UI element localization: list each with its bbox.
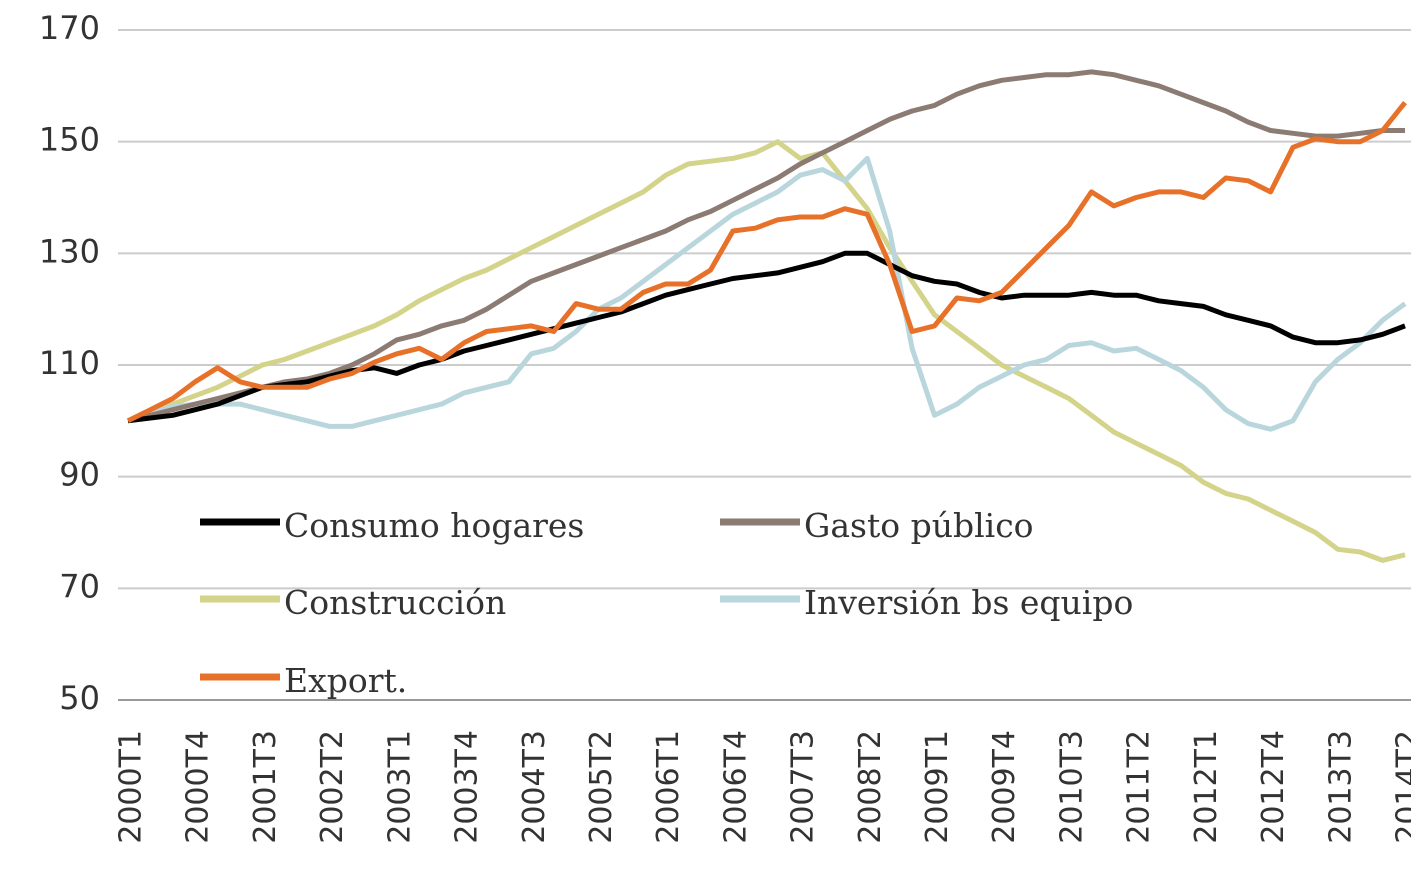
series-line (127, 69, 1405, 424)
x-tick-label: 2002T2 (315, 730, 350, 844)
x-tick-label: 2006T4 (718, 730, 753, 844)
y-tick-label: 110 (39, 344, 100, 382)
x-tick-label: 2011T2 (1122, 730, 1157, 844)
series-line (127, 250, 1406, 424)
y-tick-label: 150 (39, 121, 100, 159)
x-tick-label: 2000T1 (114, 730, 149, 844)
y-tick-label: 170 (39, 9, 100, 47)
series-line (126, 101, 1407, 424)
legend-label: Inversión bs equipo (804, 583, 1133, 622)
series-line (127, 139, 1406, 563)
x-tick-label: 2005T2 (584, 730, 619, 844)
y-tick-label: 130 (39, 232, 100, 270)
x-tick-label: 2010T3 (1054, 730, 1089, 844)
x-tick-label: 2006T1 (651, 730, 686, 844)
legend-label: Construcción (284, 583, 506, 622)
x-tick-label: 2009T1 (920, 730, 955, 844)
y-tick-label: 50 (59, 679, 100, 717)
x-tick-label: 2004T3 (517, 730, 552, 844)
legend-label: Gasto público (804, 506, 1034, 545)
y-tick-label: 90 (59, 456, 100, 494)
x-tick-label: 2012T1 (1189, 730, 1224, 844)
x-tick-label: 2008T2 (853, 730, 888, 844)
x-tick-label: 2000T4 (181, 730, 216, 844)
x-tick-label: 2012T4 (1256, 730, 1291, 844)
x-tick-label: 2014T2 (1391, 730, 1411, 844)
x-tick-label: 2003T1 (382, 730, 417, 844)
legend-label: Export. (284, 661, 407, 700)
x-tick-label: 2003T4 (450, 730, 485, 844)
series-line (127, 155, 1407, 432)
x-tick-label: 2007T3 (786, 730, 821, 844)
x-tick-label: 2013T3 (1323, 730, 1358, 844)
legend-label: Consumo hogares (284, 506, 584, 545)
y-tick-label: 70 (59, 567, 100, 605)
x-tick-label: 2001T3 (248, 730, 283, 844)
x-tick-label: 2009T4 (987, 730, 1022, 844)
